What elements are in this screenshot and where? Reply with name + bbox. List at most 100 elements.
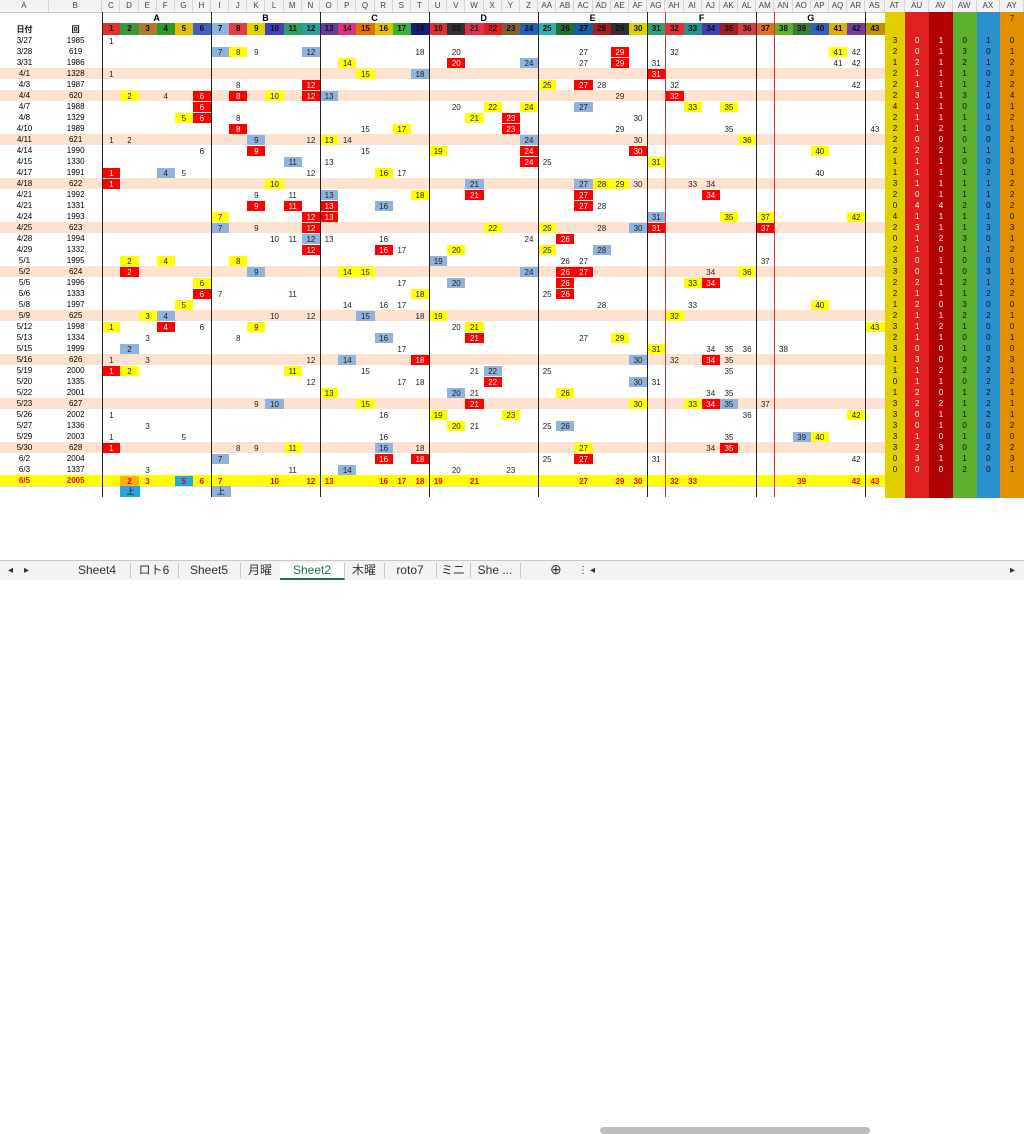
number-mark[interactable]: 22 [483,101,502,112]
draw-number-cell[interactable]: 1336 [66,421,85,430]
column-header[interactable]: AI [684,0,702,12]
number-mark[interactable]: 20 [451,47,461,57]
draw-number-cell[interactable]: 619 [68,47,83,56]
number-mark[interactable]: 43 [870,124,880,134]
date-cell[interactable]: 5/16 [16,355,33,364]
sheet-tab[interactable]: 月曜 [240,563,281,578]
number-mark[interactable]: 24 [519,134,539,145]
number-mark[interactable]: 31 [651,454,661,464]
draw-number-cell[interactable]: 1993 [66,212,85,221]
number-mark[interactable]: 35 [724,366,734,376]
number-mark[interactable]: 35 [724,344,734,354]
column-header[interactable]: AC [574,0,593,12]
number-mark[interactable]: 20 [451,102,461,112]
number-mark[interactable]: 2 [120,343,139,354]
draw-number-cell[interactable]: 2004 [66,454,85,463]
draw-number-cell[interactable]: 1333 [66,289,85,298]
date-cell[interactable]: 5/15 [16,344,33,353]
number-mark[interactable]: 21 [465,398,484,409]
number-mark[interactable]: 14 [338,354,357,365]
date-cell[interactable]: 5/22 [16,388,33,397]
number-mark[interactable]: 36 [738,134,757,145]
number-mark[interactable]: 34 [701,354,720,365]
number-mark[interactable]: 9 [254,47,259,57]
column-header[interactable]: J [229,0,248,12]
number-mark[interactable]: 8 [236,80,241,90]
number-mark[interactable]: 9 [254,223,259,233]
number-mark[interactable]: 23 [501,409,520,420]
sheet-tab[interactable]: Sheet5 [178,563,241,578]
number-mark[interactable]: 41 [833,58,843,68]
number-mark[interactable]: 4 [163,91,168,101]
number-mark[interactable]: 1 [109,36,114,46]
number-mark[interactable]: 28 [597,80,607,90]
number-mark[interactable]: 37 [760,256,770,266]
number-mark[interactable]: 14 [338,57,357,68]
number-mark[interactable]: 32 [669,47,679,57]
number-mark[interactable]: 10 [270,311,280,321]
number-mark[interactable]: 13 [320,134,339,145]
number-mark[interactable]: 22 [483,365,502,376]
number-mark[interactable]: 12 [301,46,321,57]
number-mark[interactable]: 17 [392,123,411,134]
column-header[interactable]: Z [520,0,539,12]
draw-number-cell[interactable]: 2005 [66,476,85,485]
number-mark[interactable]: 32 [665,310,684,321]
draw-number-cell[interactable]: 1986 [66,58,85,67]
draw-number-cell[interactable]: 1992 [66,190,85,199]
number-mark[interactable]: 27 [579,256,588,266]
number-mark[interactable]: 25 [538,244,557,255]
column-header[interactable]: AY [1000,0,1024,12]
number-mark[interactable]: 6 [199,322,205,332]
number-mark[interactable]: 19 [433,476,443,486]
date-cell[interactable]: 3/28 [16,47,33,56]
draw-number-cell[interactable]: 625 [68,311,83,320]
date-cell[interactable]: 5/20 [16,377,33,386]
number-mark[interactable]: 35 [724,432,734,442]
date-cell[interactable]: 4/21 [16,201,33,210]
draw-number-cell[interactable]: 623 [68,223,83,232]
number-mark[interactable]: 9 [247,321,266,332]
number-mark[interactable]: 23 [501,123,520,134]
date-cell[interactable]: 5/2 [18,267,31,276]
number-mark[interactable]: 13 [324,476,334,486]
number-mark[interactable]: 41 [828,46,848,57]
number-mark[interactable]: 25 [542,366,552,376]
number-mark[interactable]: 2 [120,266,139,277]
number-mark[interactable]: 23 [501,112,520,123]
date-cell[interactable]: 4/18 [16,179,33,188]
date-cell[interactable]: 4/4 [18,91,31,100]
number-mark[interactable]: 16 [374,453,393,464]
number-mark[interactable]: 17 [397,168,407,178]
number-mark[interactable]: 16 [379,476,389,486]
number-mark[interactable]: 9 [254,399,259,409]
number-mark[interactable]: 39 [792,431,811,442]
column-header[interactable]: M [284,0,302,12]
number-mark[interactable]: 33 [683,101,702,112]
number-mark[interactable]: 18 [410,288,430,299]
number-mark[interactable]: 13 [320,387,339,398]
number-mark[interactable]: 31 [647,343,666,354]
number-mark[interactable]: 1 [109,69,114,79]
number-mark[interactable]: 27 [579,333,588,343]
number-mark[interactable]: 4 [156,167,175,178]
date-cell[interactable]: 4/14 [16,146,33,155]
number-mark[interactable]: 16 [374,167,393,178]
number-mark[interactable]: 2 [120,365,139,376]
number-mark[interactable]: 35 [719,442,739,453]
number-mark[interactable]: 21 [470,366,479,376]
number-mark[interactable]: 7 [210,453,230,464]
number-mark[interactable]: 13 [320,211,339,222]
date-cell[interactable]: 4/15 [16,157,33,166]
number-mark[interactable]: 3 [145,421,150,431]
number-mark[interactable]: 1 [102,442,121,453]
column-header[interactable]: AB [556,0,575,12]
draw-number-cell[interactable]: 1995 [66,256,85,265]
number-mark[interactable]: 28 [597,300,607,310]
scroll-left-icon[interactable]: ◂ [590,565,596,576]
number-mark[interactable]: 24 [519,101,539,112]
number-mark[interactable]: 19 [429,409,448,420]
number-mark[interactable]: 42 [847,211,866,222]
number-mark[interactable]: 27 [574,200,593,211]
number-mark[interactable]: 12 [301,79,321,90]
